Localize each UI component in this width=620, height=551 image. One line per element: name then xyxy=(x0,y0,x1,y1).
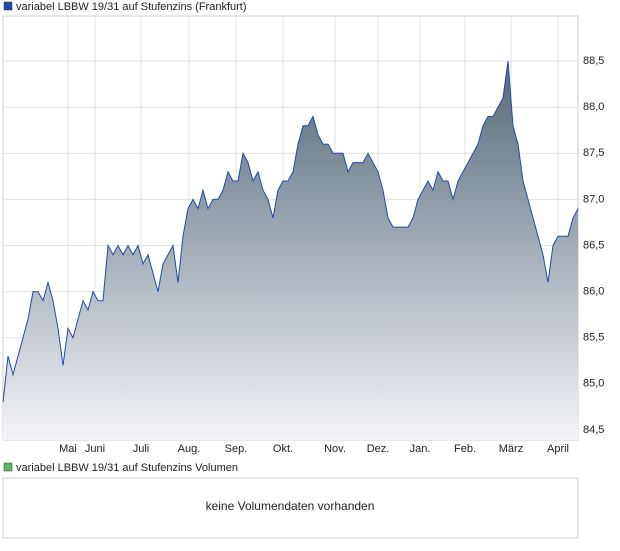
x-tick-label: April xyxy=(547,443,569,455)
volume-message: keine Volumendaten vorhanden xyxy=(206,499,375,513)
x-tick-label: Okt. xyxy=(273,443,293,455)
y-tick-label: 86,5 xyxy=(583,239,604,251)
area-fill xyxy=(3,61,578,440)
volume-frame xyxy=(2,477,579,539)
y-tick-label: 87,5 xyxy=(583,147,604,159)
x-tick-label: Juli xyxy=(133,443,150,455)
y-tick-label: 87,0 xyxy=(583,193,604,205)
x-tick-label: Feb. xyxy=(454,443,476,455)
chart-title: variabel LBBW 19/31 auf Stufenzins (Fran… xyxy=(16,1,247,13)
x-tick-label: Dez. xyxy=(367,443,390,455)
y-tick-label: 85,5 xyxy=(583,332,604,344)
y-tick-label: 88,0 xyxy=(583,101,604,113)
x-tick-label: März xyxy=(499,443,523,455)
x-tick-label: Jan. xyxy=(410,443,431,455)
y-tick-label: 85,0 xyxy=(583,378,604,390)
price-line xyxy=(2,61,579,403)
volume-title: variabel LBBW 19/31 auf Stufenzins Volum… xyxy=(16,462,238,474)
x-tick-label: Juni xyxy=(85,443,105,455)
x-tick-label: Aug. xyxy=(178,443,201,455)
legend-swatch xyxy=(3,462,13,472)
legend-swatch xyxy=(3,1,13,11)
y-tick-label: 86,0 xyxy=(583,286,604,298)
y-tick-label: 88,5 xyxy=(583,55,604,67)
x-tick-label: Sep. xyxy=(225,443,248,455)
x-tick-label: Nov. xyxy=(324,443,346,455)
y-tick-label: 84,5 xyxy=(583,424,604,436)
x-tick-label: Mai xyxy=(59,443,77,455)
